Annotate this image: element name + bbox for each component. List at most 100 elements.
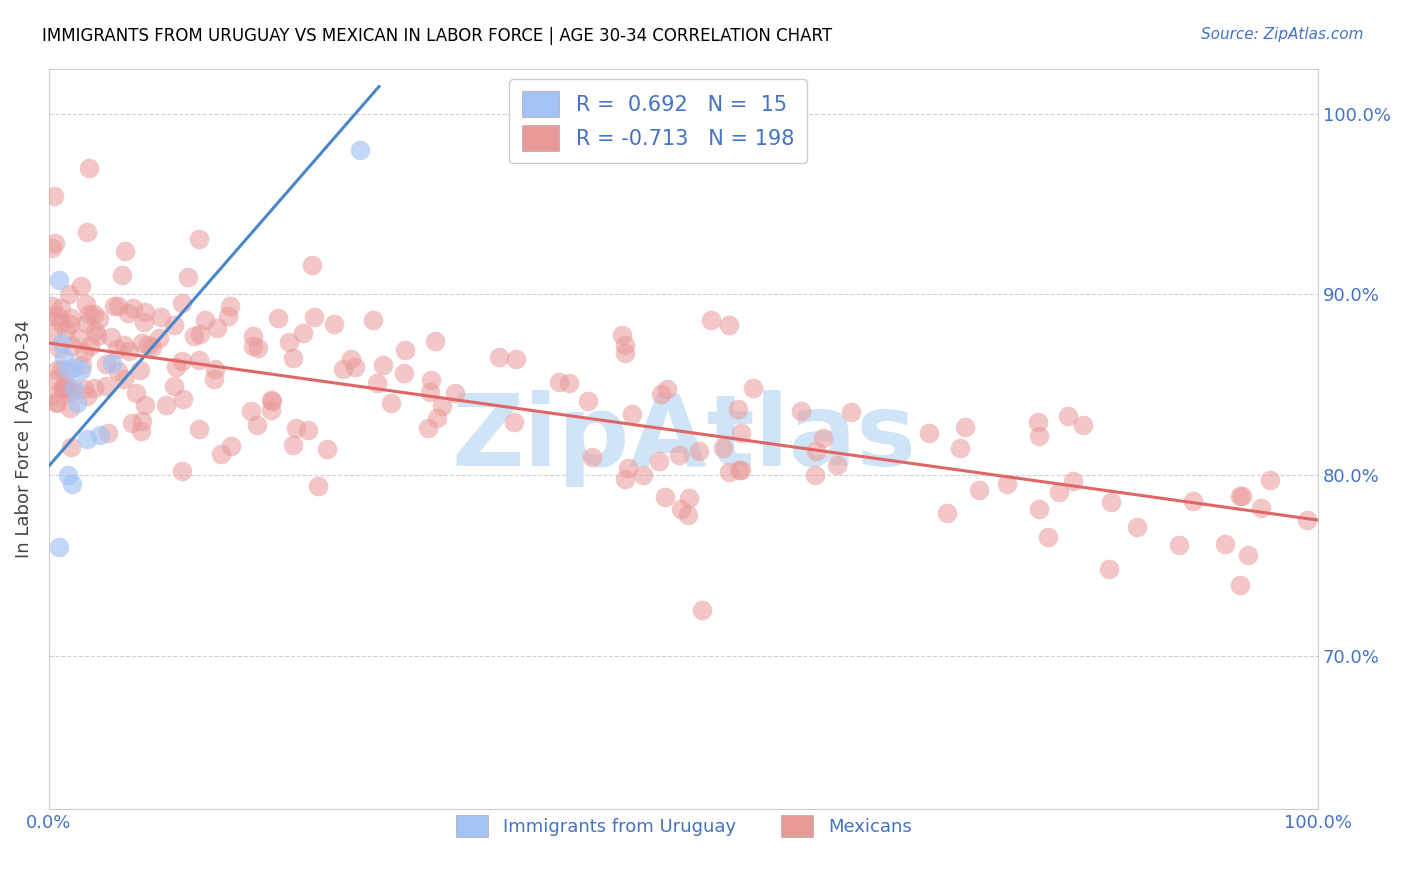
Point <box>614 345 637 359</box>
Point <box>918 425 941 440</box>
Point <box>77 161 100 175</box>
Point <box>730 426 752 441</box>
Point <box>41 389 63 403</box>
Point <box>53 383 76 397</box>
Point <box>1062 474 1084 488</box>
Point <box>75 316 97 330</box>
Point <box>558 376 581 391</box>
Point <box>103 299 125 313</box>
Point <box>1026 415 1049 429</box>
Point <box>425 334 447 348</box>
Point <box>77 307 100 321</box>
Point <box>503 415 526 429</box>
Point <box>73 345 96 359</box>
Point <box>307 479 329 493</box>
Point <box>56 467 79 482</box>
Point <box>242 339 264 353</box>
Point <box>1168 538 1191 552</box>
Point <box>727 402 749 417</box>
Point <box>134 398 156 412</box>
Point <box>44 235 66 250</box>
Point <box>730 463 752 477</box>
Point <box>285 421 308 435</box>
Point <box>41 299 63 313</box>
Point <box>1057 409 1080 423</box>
Point <box>1232 489 1254 503</box>
Point <box>969 483 991 498</box>
Point <box>790 404 813 418</box>
Point <box>239 404 262 418</box>
Point <box>125 385 148 400</box>
Point <box>361 312 384 326</box>
Point <box>83 381 105 395</box>
Point <box>107 299 129 313</box>
Point <box>45 395 67 409</box>
Point <box>48 342 70 356</box>
Point <box>1028 501 1050 516</box>
Point <box>86 329 108 343</box>
Point <box>56 363 79 377</box>
Point <box>366 376 388 390</box>
Point <box>576 393 599 408</box>
Point <box>301 258 323 272</box>
Point <box>242 328 264 343</box>
Point <box>121 301 143 315</box>
Point <box>76 389 98 403</box>
Point <box>204 362 226 376</box>
Point <box>76 432 98 446</box>
Point <box>170 464 193 478</box>
Point <box>718 465 741 479</box>
Point <box>718 318 741 332</box>
Point <box>614 472 637 486</box>
Point <box>194 313 217 327</box>
Point <box>60 477 83 491</box>
Point <box>343 359 366 374</box>
Point <box>1125 520 1147 534</box>
Point <box>49 316 72 330</box>
Point <box>55 323 77 337</box>
Point <box>1237 549 1260 563</box>
Point <box>443 385 465 400</box>
Point <box>60 441 83 455</box>
Point <box>42 189 65 203</box>
Point <box>259 402 281 417</box>
Point <box>349 143 371 157</box>
Point <box>188 231 211 245</box>
Point <box>416 421 439 435</box>
Point <box>669 502 692 516</box>
Point <box>51 336 73 351</box>
Point <box>150 310 173 324</box>
Point <box>69 363 91 377</box>
Point <box>297 423 319 437</box>
Point <box>219 299 242 313</box>
Point <box>1071 417 1094 432</box>
Point <box>631 467 654 482</box>
Point <box>131 336 153 351</box>
Point <box>73 382 96 396</box>
Point <box>51 362 73 376</box>
Point <box>48 273 70 287</box>
Point <box>60 338 83 352</box>
Point <box>84 324 107 338</box>
Point <box>94 379 117 393</box>
Point <box>162 379 184 393</box>
Point <box>292 326 315 340</box>
Point <box>56 385 79 400</box>
Point <box>72 358 94 372</box>
Point <box>129 363 152 377</box>
Point <box>58 317 80 331</box>
Point <box>100 329 122 343</box>
Point <box>728 463 751 477</box>
Point <box>1213 537 1236 551</box>
Point <box>67 331 90 345</box>
Point <box>132 315 155 329</box>
Point <box>63 359 86 374</box>
Point <box>172 354 194 368</box>
Point <box>1099 495 1122 509</box>
Point <box>60 311 83 326</box>
Point <box>425 411 447 425</box>
Point <box>66 395 89 409</box>
Point <box>620 407 643 421</box>
Point <box>1047 485 1070 500</box>
Point <box>187 422 209 436</box>
